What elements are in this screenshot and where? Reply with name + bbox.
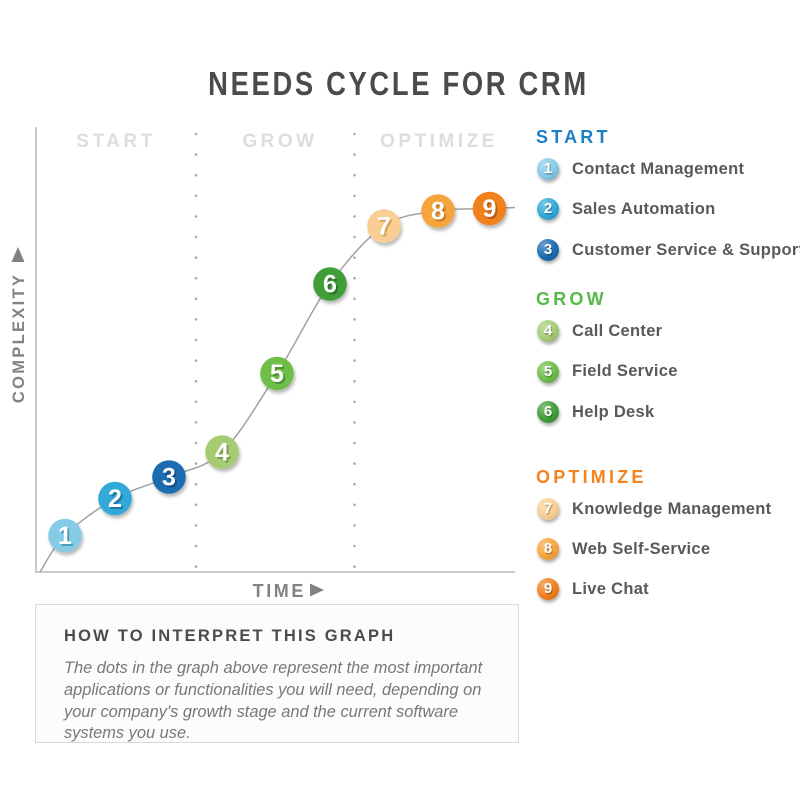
svg-text:OPTIMIZE: OPTIMIZE — [380, 131, 498, 152]
svg-text:1: 1 — [60, 524, 74, 552]
svg-text:6: 6 — [325, 272, 339, 300]
svg-text:8: 8 — [433, 199, 447, 227]
svg-text:START: START — [76, 131, 155, 152]
svg-text:3: 3 — [164, 465, 178, 493]
svg-text:5: 5 — [272, 362, 286, 390]
svg-text:9: 9 — [483, 195, 497, 223]
svg-text:1: 1 — [58, 522, 72, 550]
svg-text:5: 5 — [270, 360, 284, 388]
svg-text:8: 8 — [431, 198, 445, 226]
svg-text:7: 7 — [379, 214, 393, 242]
svg-text:COMPLEXITY: COMPLEXITY — [10, 273, 28, 403]
svg-text:TIME: TIME — [253, 581, 306, 601]
svg-text:4: 4 — [215, 439, 229, 467]
svg-text:2: 2 — [108, 485, 122, 513]
svg-text:3: 3 — [162, 464, 176, 492]
svg-text:4: 4 — [217, 440, 231, 468]
svg-text:6: 6 — [323, 271, 337, 299]
svg-text:GROW: GROW — [242, 131, 317, 152]
svg-text:9: 9 — [484, 197, 498, 225]
svg-text:2: 2 — [110, 487, 124, 515]
svg-text:7: 7 — [377, 213, 391, 241]
